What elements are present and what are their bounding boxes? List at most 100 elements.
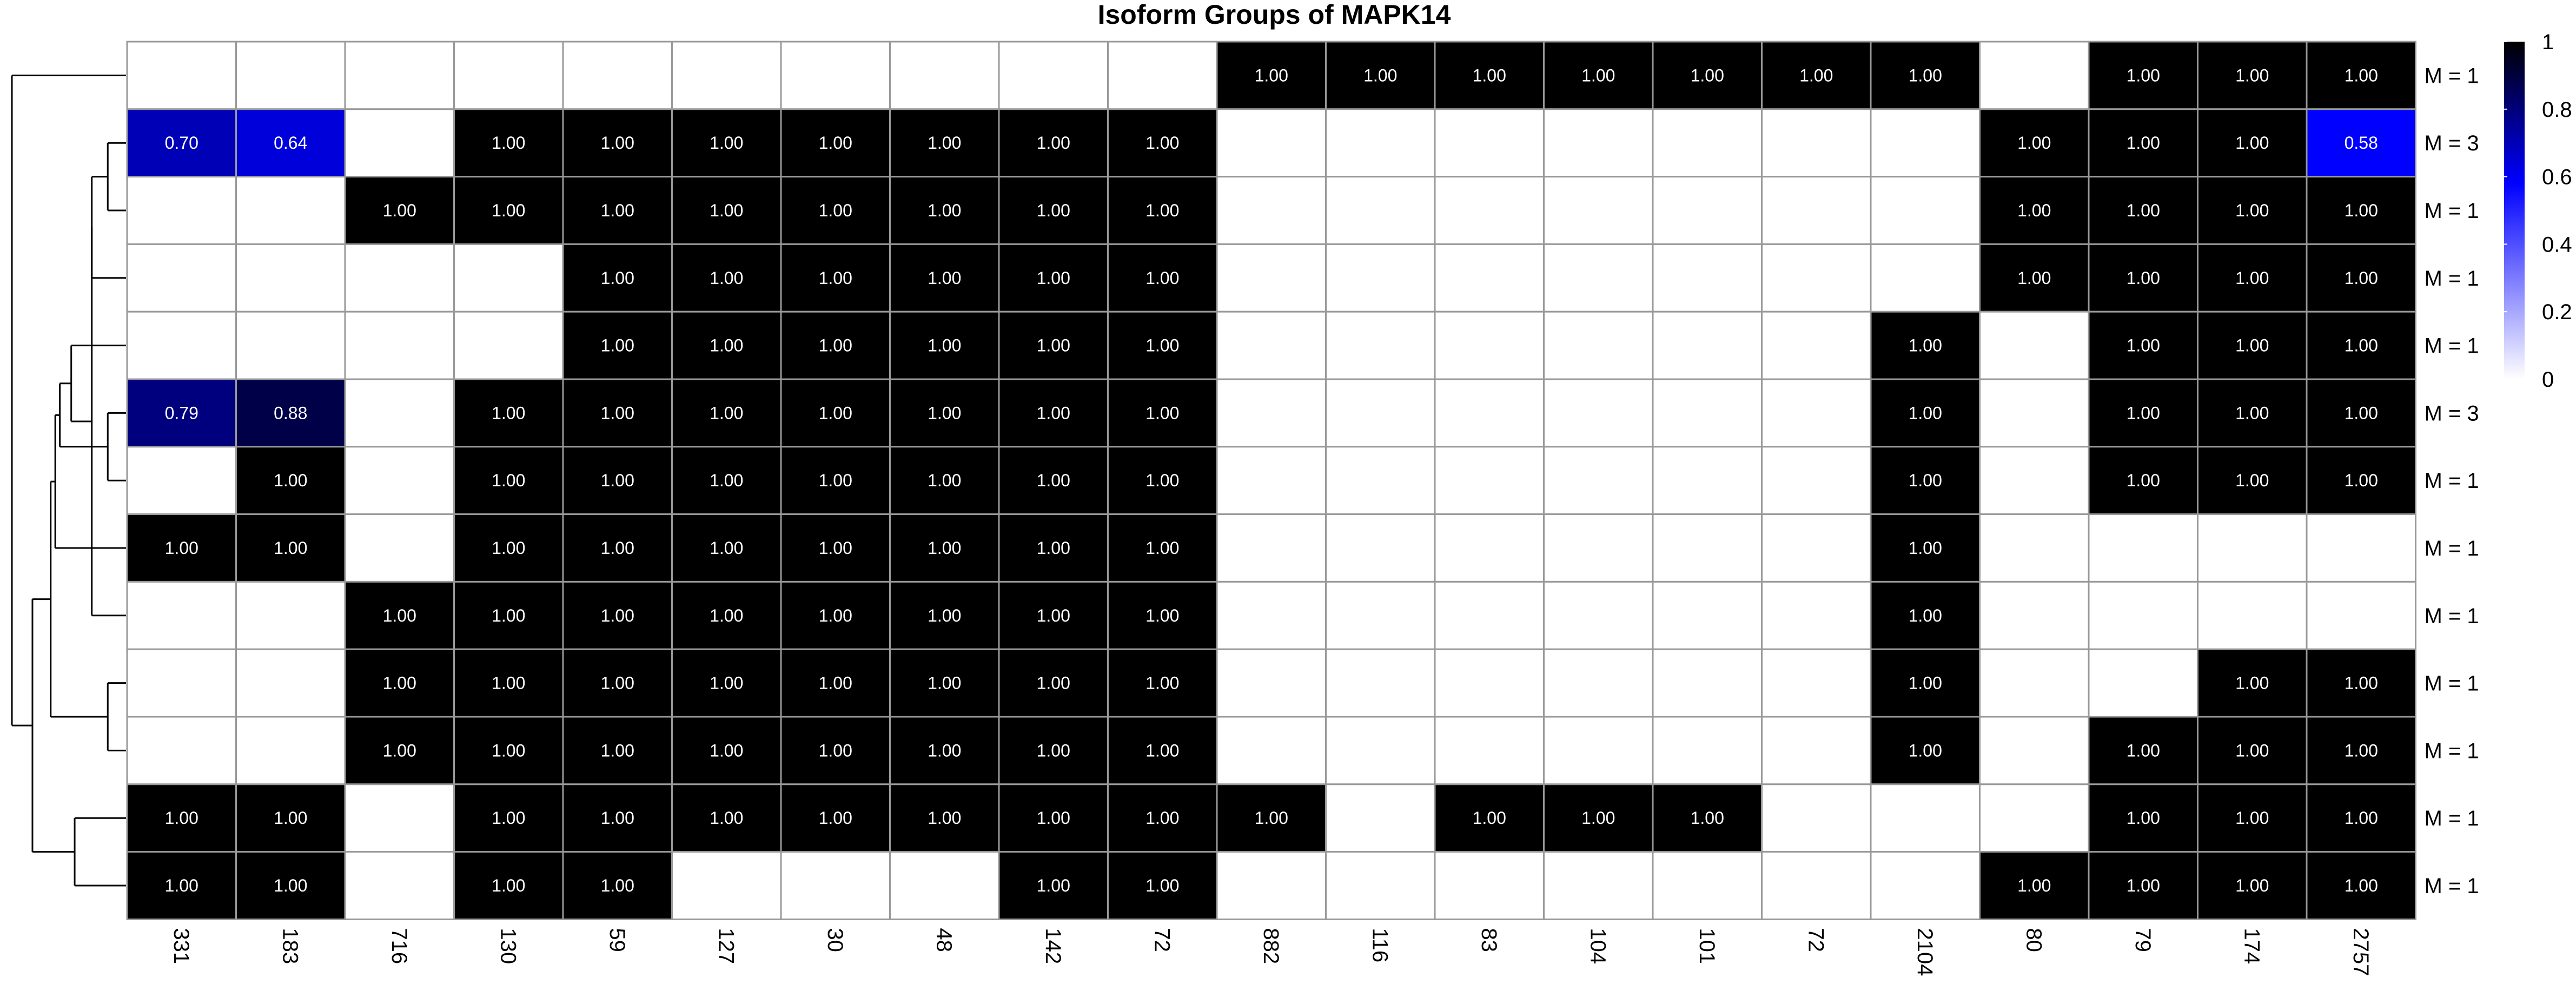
heatmap-cell (1434, 851, 1545, 920)
heatmap-cell (1434, 108, 1545, 178)
cell-value-label: 1.00 (2235, 674, 2269, 693)
heatmap-cell (1216, 243, 1327, 313)
column-label: 142 (1041, 928, 1065, 964)
cell-value-label: 1.00 (1909, 674, 1942, 693)
cell-value-label: 1.00 (1037, 674, 1070, 693)
cell-value-label: 1.00 (819, 741, 852, 760)
cell-value-label: 1.00 (1037, 538, 1070, 558)
heatmap-cell (1652, 311, 1763, 380)
heatmap-cell (671, 108, 782, 178)
cell-value-label: 1.00 (2235, 201, 2269, 220)
heatmap-cell (562, 648, 673, 718)
cell-value-label: 1.00 (819, 471, 852, 490)
cell-value-label: 1.00 (601, 268, 634, 288)
column-label: 174 (2240, 928, 2263, 964)
heatmap-cell (1216, 446, 1327, 516)
legend-tick-label: 0 (2542, 368, 2554, 392)
heatmap-cell (344, 243, 455, 313)
cell-value-label: 1.00 (2017, 876, 2051, 895)
column-label: 79 (2131, 928, 2155, 952)
cell-value-label: 1.00 (928, 741, 961, 760)
heatmap-cell (998, 378, 1109, 448)
cell-value-label: 1.00 (819, 538, 852, 558)
cell-value-label: 1.00 (2127, 201, 2160, 220)
cell-value-label: 1.00 (2127, 65, 2160, 85)
heatmap-cell (562, 41, 673, 110)
cell-value-label: 1.00 (274, 808, 307, 828)
heatmap-cell (562, 176, 673, 245)
heatmap-cell (1434, 243, 1545, 313)
heatmap-cell (235, 580, 346, 650)
cell-value-label: 1.00 (2345, 201, 2378, 220)
cell-value-label: 1.00 (819, 674, 852, 693)
cell-value-label: 1.00 (1037, 471, 1070, 490)
heatmap-cell (671, 176, 782, 245)
heatmap-cell (1543, 108, 1654, 178)
cell-value-label: 1.00 (2127, 268, 2160, 288)
heatmap-cell (2197, 311, 2308, 380)
heatmap-cell (2306, 108, 2416, 178)
cell-value-label: 1.00 (1909, 471, 1942, 490)
heatmap-cell (344, 311, 455, 380)
cell-value-label: 1.00 (1581, 65, 1615, 85)
cell-value-label: 1.00 (2345, 876, 2378, 895)
column-label: 116 (1368, 928, 1392, 962)
cell-value-label: 1.00 (2235, 268, 2269, 288)
cell-value-label: 1.00 (1909, 741, 1942, 760)
column-label: 59 (605, 928, 629, 952)
row-label: M = 1 (2425, 334, 2479, 358)
cell-value-label: 1.00 (2345, 741, 2378, 760)
legend-tick-label: 0.4 (2542, 233, 2572, 256)
heatmap-cell (1325, 513, 1436, 583)
heatmap-cell (344, 513, 455, 583)
cell-value-label: 1.00 (819, 606, 852, 625)
heatmap-cell (126, 41, 237, 110)
heatmap-cell (1543, 446, 1654, 516)
heatmap-cell (1870, 176, 1981, 245)
cell-value-label: 1.00 (601, 741, 634, 760)
heatmap-cell (1652, 648, 1763, 718)
heatmap-cell (235, 446, 346, 516)
heatmap-cell (998, 243, 1109, 313)
cell-value-label: 1.00 (1037, 133, 1070, 153)
heatmap-cell (671, 513, 782, 583)
heatmap-cell (235, 311, 346, 380)
cell-value-label: 1.00 (1255, 808, 1288, 828)
cell-value-label: 1.00 (2127, 133, 2160, 153)
heatmap-cell (1979, 446, 2090, 516)
heatmap-cell (453, 108, 564, 178)
cell-value-label: 1.00 (492, 876, 525, 895)
heatmap-cell (998, 783, 1109, 853)
cell-value-label: 1.00 (1037, 336, 1070, 355)
heatmap-cell (780, 378, 891, 448)
heatmap-cell (1325, 378, 1436, 448)
heatmap-cell (344, 783, 455, 853)
heatmap-cell (998, 580, 1109, 650)
cell-value-label: 1.00 (1255, 65, 1288, 85)
heatmap-cell (235, 716, 346, 785)
heatmap-cell (344, 851, 455, 920)
heatmap-cell (1434, 648, 1545, 718)
heatmap-cell (2306, 243, 2416, 313)
cell-value-label: 1.00 (710, 538, 743, 558)
column-label: 2757 (2349, 928, 2373, 976)
heatmap-cell (2088, 580, 2198, 650)
heatmap-cell (453, 378, 564, 448)
heatmap-cell (1543, 243, 1654, 313)
legend-tick-label: 0.6 (2542, 166, 2572, 189)
cell-value-label: 1.00 (492, 538, 525, 558)
cell-value-label: 1.00 (2235, 741, 2269, 760)
cell-value-label: 1.00 (492, 133, 525, 153)
cell-value-label: 1.00 (928, 201, 961, 220)
heatmap-cell (1216, 851, 1327, 920)
row-label: M = 3 (2425, 401, 2479, 425)
cell-value-label: 1.00 (601, 471, 634, 490)
heatmap-cell (671, 41, 782, 110)
heatmap-cell (344, 648, 455, 718)
cell-value-label: 1.00 (2235, 65, 2269, 85)
cell-value-label: 1.00 (2017, 133, 2051, 153)
cell-value-label: 0.58 (2345, 133, 2378, 153)
heatmap-cell (1107, 580, 1218, 650)
cell-value-label: 1.00 (601, 876, 634, 895)
heatmap-cell (1652, 446, 1763, 516)
